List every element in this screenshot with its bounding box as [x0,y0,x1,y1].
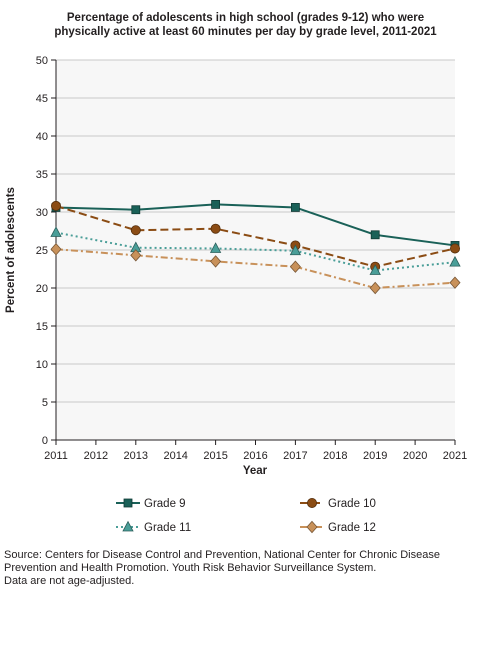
data-point [50,226,62,237]
x-tick-label: 2015 [203,450,227,462]
data-point [370,230,380,240]
data-point [290,203,300,212]
y-tick-label: 10 [36,359,48,371]
series-line [55,248,456,289]
source-line-3: Data are not age-adjusted. [4,575,135,587]
data-point [130,225,141,236]
legend-item-grade-10: Grade 10 [300,497,376,510]
data-point [369,281,381,295]
legend-label: Grade 9 [144,498,186,510]
legend-item-grade-9: Grade 9 [116,498,186,510]
y-axis-ticks: 0 5 10 15 20 25 30 35 40 45 50 [36,55,56,447]
circle-marker-icon [306,497,317,508]
y-tick-label: 15 [36,321,48,333]
legend-label: Grade 10 [328,498,376,510]
series-line [55,204,456,268]
source-note: Source: Centers for Disease Control and … [4,549,489,588]
y-tick-label: 40 [36,131,48,143]
data-point [51,200,62,211]
x-tick-label: 2013 [124,450,148,462]
square-marker-icon [123,498,133,508]
series-line [55,231,456,272]
y-tick-label: 30 [36,207,48,219]
x-tick-label: 2017 [283,450,307,462]
data-point [130,249,142,262]
data-point [50,243,62,256]
triangle-marker-icon [122,520,134,532]
legend-item-grade-11: Grade 11 [116,520,191,534]
chart-title: Percentage of adolescents in high school… [0,11,491,39]
chart-title-line-1: Percentage of adolescents in high school… [66,12,425,24]
x-tick-label: 2016 [243,450,267,462]
y-tick-label: 20 [36,283,48,295]
diamond-marker-icon [306,520,318,534]
legend: Grade 9 Grade 10 Grade 11 Grade 12 [116,497,376,534]
x-tick-label: 2021 [443,450,467,462]
data-point [369,264,381,275]
legend-label: Grade 11 [144,522,191,534]
data-point [449,276,461,289]
x-tick-label: 2019 [363,450,387,462]
y-tick-label: 50 [36,55,48,67]
data-point [211,199,221,209]
y-tick-label: 25 [36,245,48,257]
data-point [289,260,301,273]
data-point [289,244,302,256]
legend-item-grade-12: Grade 12 [300,520,376,534]
x-tick-label: 2018 [323,450,347,462]
series-grade-11 [50,226,461,275]
y-axis-title: Percent of adolescents [5,187,17,313]
data-series [50,199,461,295]
x-axis-ticks: 2011 2012 2013 2014 2015 2016 2017 2018 2019 2020… [44,440,467,462]
data-point [209,242,222,253]
x-tick-label: 2011 [44,450,68,462]
series-line [55,203,456,247]
y-tick-label: 5 [42,397,48,409]
chart-title-line-2: physically active at least 60 minutes pe… [54,26,437,38]
y-tick-label: 45 [36,93,48,105]
data-point [449,255,461,267]
data-point [210,223,221,234]
x-tick-label: 2014 [163,450,187,462]
series-grade-12 [50,243,461,295]
legend-label: Grade 12 [328,522,376,534]
x-tick-label: 2020 [403,450,427,462]
source-line-2: Prevention and Health Promotion. Youth R… [4,562,377,574]
data-point [131,205,141,215]
data-point [449,243,460,254]
y-tick-label: 0 [42,435,48,447]
x-tick-label: 2012 [84,450,108,462]
source-line-1: Source: Centers for Disease Control and … [4,549,440,561]
x-axis-title: Year [243,465,268,477]
y-tick-label: 35 [36,169,48,181]
data-point [210,255,222,268]
